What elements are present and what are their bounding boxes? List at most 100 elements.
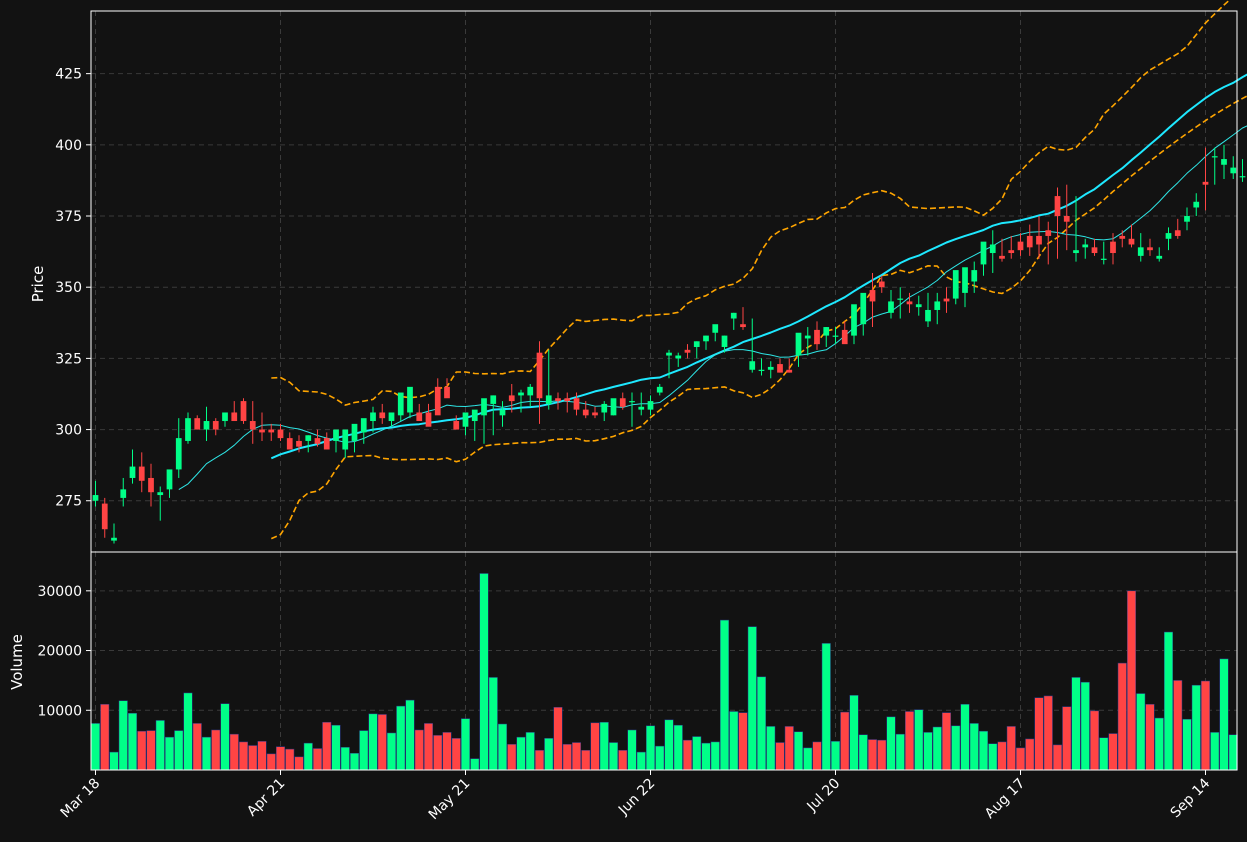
down-candle-body <box>573 398 580 410</box>
up-candle-body <box>888 301 894 313</box>
up-volume-bar <box>756 676 767 771</box>
up-volume-bar <box>331 724 341 771</box>
up-candle-body <box>397 392 404 416</box>
down-candle-body <box>1036 235 1042 245</box>
down-volume-bar <box>1117 662 1127 771</box>
down-volume-bar <box>877 739 887 771</box>
down-candle-body <box>943 298 950 302</box>
up-candle-body <box>712 324 719 333</box>
down-volume-bar <box>571 742 582 771</box>
volume-axis-label: Volume <box>8 634 26 690</box>
up-volume-bar <box>359 730 369 771</box>
up-volume-bar <box>1163 631 1174 771</box>
up-candle-body <box>1073 250 1079 254</box>
down-volume-bar <box>322 721 332 771</box>
up-candle-body <box>647 401 654 410</box>
long-moving-average-line <box>270 73 1247 460</box>
down-volume-bar <box>941 712 952 771</box>
down-candle-body <box>740 324 746 328</box>
up-volume-bar <box>1154 717 1164 771</box>
up-volume-bar <box>525 732 535 771</box>
down-volume-bar <box>1062 706 1072 771</box>
down-volume-bar <box>1108 733 1118 771</box>
up-candle-body <box>407 386 413 413</box>
down-candle-body <box>425 412 432 427</box>
volume-tick-label: 20000 <box>37 644 82 660</box>
up-candle-body <box>666 352 672 356</box>
up-candle-body <box>222 412 228 422</box>
up-volume-bar <box>127 713 138 771</box>
up-candle-body <box>952 270 959 299</box>
down-candle-body <box>1110 241 1116 254</box>
up-volume-bar <box>849 695 859 771</box>
up-volume-bar <box>516 736 526 771</box>
up-volume-bar <box>914 709 924 771</box>
up-volume-bar <box>174 730 184 771</box>
price-tick-label: 375 <box>55 209 82 225</box>
volume-tick-label: 10000 <box>37 703 82 719</box>
down-volume-bar <box>1145 704 1155 771</box>
volume-y-axis: 10000 20000 30000 <box>37 584 91 719</box>
up-volume-bar <box>488 677 498 771</box>
up-volume-bar <box>729 711 739 771</box>
price-tick-label: 275 <box>55 494 82 510</box>
up-candle-body <box>1239 176 1246 178</box>
price-tick-label: 325 <box>55 351 82 367</box>
up-candle-body <box>1193 201 1200 208</box>
up-candle-body <box>351 423 358 441</box>
up-candle-body <box>989 244 996 254</box>
down-volume-bar <box>590 722 600 771</box>
up-candle-body <box>157 492 164 496</box>
up-volume-bar <box>895 733 905 771</box>
down-volume-bar <box>1043 695 1053 771</box>
up-candle-body <box>129 466 136 478</box>
up-volume-bar <box>655 745 665 771</box>
down-volume-bar <box>534 750 545 771</box>
up-volume-bar <box>692 736 702 771</box>
down-candle-body <box>453 421 460 430</box>
up-candle-body <box>758 369 765 371</box>
up-candle-body <box>92 495 99 501</box>
up-candle-body <box>804 335 811 339</box>
down-candle-body <box>101 503 108 530</box>
up-candle-body <box>471 409 478 422</box>
down-candle-body <box>286 438 293 450</box>
down-volume-bar <box>904 711 915 771</box>
up-volume-bar <box>303 742 313 771</box>
up-volume-bar <box>470 758 480 771</box>
up-volume-bar <box>701 742 711 771</box>
up-candle-body <box>342 429 349 450</box>
up-candle-body <box>481 398 487 416</box>
down-volume-bar <box>738 712 748 771</box>
up-volume-bar <box>479 573 489 771</box>
down-candle-body <box>1174 230 1181 236</box>
down-volume-bar <box>1173 680 1183 771</box>
down-candle-body <box>582 409 589 416</box>
candles <box>92 144 1246 544</box>
up-candle-body <box>388 412 395 422</box>
up-candle-body <box>638 406 645 410</box>
up-candle-body <box>934 301 941 310</box>
down-candle-body <box>1128 238 1135 245</box>
down-volume-bar <box>1034 697 1044 771</box>
lower-band-line <box>270 95 1247 540</box>
up-candle-body <box>305 435 312 441</box>
up-candle-body <box>490 395 497 404</box>
down-volume-bar <box>266 753 276 771</box>
up-candle-body <box>610 398 617 416</box>
up-candle-body <box>656 386 663 393</box>
up-candle-body <box>749 361 756 370</box>
up-candle-body <box>1137 247 1144 256</box>
down-candle-body <box>1091 247 1098 254</box>
up-volume-bar <box>747 626 757 771</box>
up-candle-body <box>1100 258 1107 260</box>
down-volume-bar <box>442 732 452 771</box>
up-candle-body <box>962 267 968 293</box>
down-candle-body <box>777 364 783 373</box>
up-candle-body <box>370 412 376 422</box>
up-candle-body <box>111 537 117 541</box>
up-volume-bar <box>1210 732 1220 771</box>
up-volume-bar <box>544 738 554 771</box>
down-volume-bar <box>229 733 239 771</box>
up-candle-body <box>166 469 173 490</box>
